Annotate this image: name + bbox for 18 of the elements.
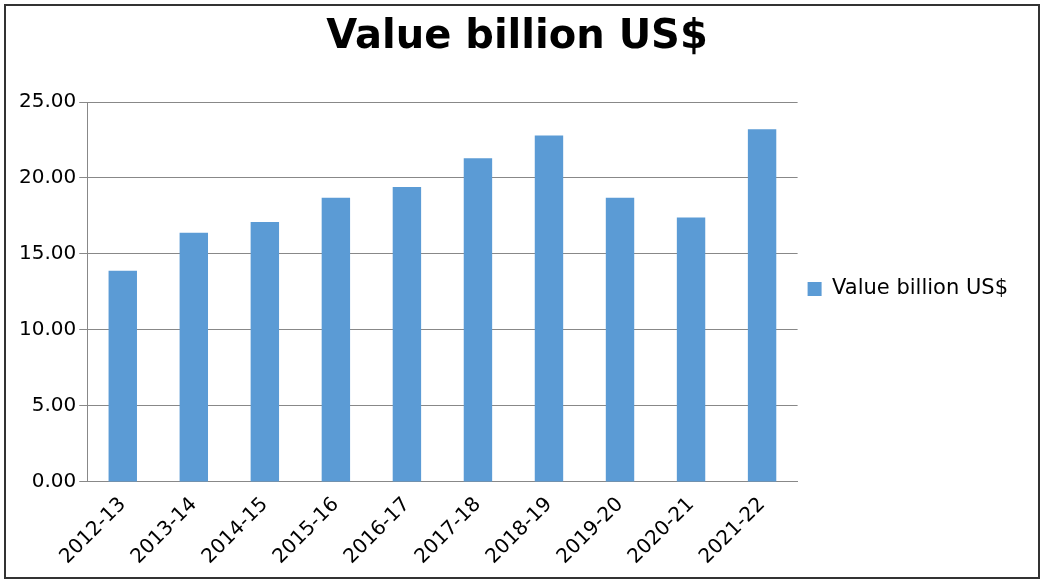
chart-title: Value billion US$ (326, 11, 708, 58)
y-tick-label: 5.00 (31, 392, 77, 417)
bar (179, 232, 209, 482)
legend-label: Value billion US$ (832, 275, 1008, 300)
y-tick-label: 10.00 (18, 316, 77, 341)
y-tick-label: 0.00 (31, 468, 77, 493)
bar (463, 158, 493, 482)
bar (676, 217, 706, 482)
bar (250, 222, 280, 482)
bar (321, 197, 351, 482)
bar (605, 197, 635, 482)
bar (534, 135, 564, 482)
y-tick-label: 25.00 (18, 88, 77, 113)
bar (108, 270, 137, 482)
bar (392, 187, 422, 482)
y-tick-label: 20.00 (18, 164, 77, 189)
y-tick-label: 15.00 (18, 240, 77, 265)
bar (747, 129, 777, 482)
